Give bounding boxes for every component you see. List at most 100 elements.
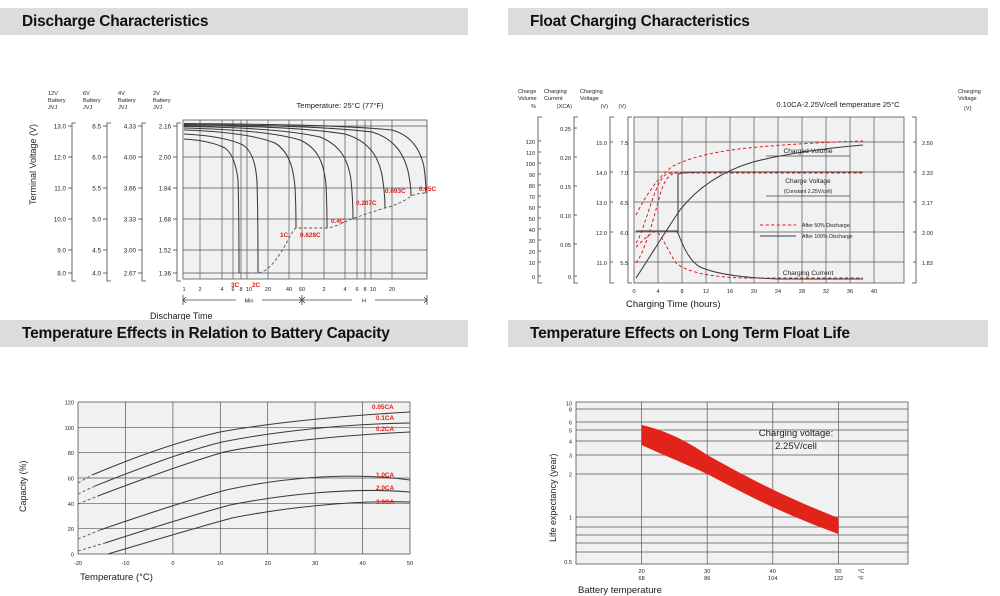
- panel-title-discharge: Discharge Characteristics: [22, 12, 209, 30]
- label-constant-2v25: (Constant 2.25V/cell): [784, 189, 833, 195]
- xtick-h-3: 8: [363, 287, 366, 293]
- yt-life-7: 1: [569, 516, 572, 522]
- yt-cell-0: 7.5: [620, 141, 628, 147]
- hdr-right-axis-l1: Charging: [958, 89, 981, 95]
- ytick-6v-1: 6.0: [92, 155, 101, 162]
- hdr-charge-volume-l1: Charge: [518, 89, 536, 95]
- charging-voltage-annotation-l1: Charging voltage:: [759, 428, 833, 439]
- yt-cap-2: 80: [68, 451, 74, 457]
- yt-cell-1: 7.0: [620, 171, 628, 177]
- ytick-2v-5: 1.36: [159, 271, 172, 278]
- yt-right-2: 2.17: [922, 201, 933, 207]
- x-axis-temp-capacity: -20 -10 0 10 20 30 40 50: [74, 561, 413, 567]
- yt-life-4: 4: [569, 440, 572, 446]
- hdr-charging-voltage-l1: Charging: [580, 89, 603, 95]
- label-charge-voltage: Charge Voltage: [785, 178, 831, 185]
- yt-cvo-1: 14.0: [596, 171, 607, 177]
- xt-life-c-3: 50: [835, 569, 841, 575]
- y-axis-header-2v-l2: Battery: [153, 98, 171, 104]
- xtick-min-5: 10: [246, 287, 252, 293]
- x-axis-title-temp-capacity: Temperature (°C): [80, 572, 153, 583]
- hdr-charging-voltage-l2: Voltage: [580, 96, 599, 102]
- xt-f-4: 16: [727, 289, 733, 295]
- ytick-12v-3: 10.0: [54, 217, 67, 224]
- xtick-min-4: 8: [239, 287, 242, 293]
- xtick-h-1: 4: [343, 287, 346, 293]
- chart-discharge: 12V Battery JVJ 6V Battery JVJ 4V Batter…: [0, 35, 468, 321]
- y-axis-header-2v-l3: JVJ: [153, 105, 163, 111]
- xrange-label-min: Min: [244, 299, 253, 305]
- hdr-charging-voltage-unit: (V): [601, 104, 609, 110]
- curve-20ca: [104, 489, 411, 544]
- curve-04c: [183, 125, 354, 220]
- curve-005ca: [91, 411, 411, 476]
- xtick-min-2: 4: [220, 287, 223, 293]
- x-unit-celsius: °C: [858, 569, 864, 575]
- yt-cv-9: 30: [529, 239, 535, 245]
- grid-discharge: [183, 120, 427, 279]
- scale-brackets-float: [537, 116, 917, 284]
- hdr-charging-current-unit: (XCA): [557, 104, 572, 110]
- ytick-6v-4: 4.5: [92, 248, 101, 255]
- yt-cc-0: 0.25: [560, 127, 571, 133]
- ytick-group-charge-volume: 120 110 100 90 80 70 60 50 40 30 20 10 0: [526, 140, 541, 281]
- xt-f-1: 4: [656, 289, 659, 295]
- panel-title-temp-capacity: Temperature Effects in Relation to Batte…: [22, 324, 390, 342]
- curve-label-005c: 0.05C: [419, 186, 436, 193]
- xt-cap-6: 40: [359, 561, 365, 567]
- yt-life-2: 6: [569, 421, 572, 427]
- yt-cv-11: 10: [529, 261, 535, 267]
- hdr-charge-volume-l2: Volume: [518, 96, 537, 102]
- y-axis-header-6v-l3: JVJ: [83, 105, 93, 111]
- ytick-2v-0: 2.16: [159, 124, 172, 131]
- curve-10ca-dashed: [77, 529, 101, 540]
- yt-right-1: 2.33: [922, 171, 933, 177]
- ytick-12v-5: 8.0: [57, 271, 66, 278]
- curve-10ca: [99, 475, 411, 531]
- yt-cap-3: 60: [68, 477, 74, 483]
- xrange-label-h: H: [362, 299, 366, 305]
- ytick-group-charging-voltage: 15.0 14.0 13.0 12.0 11.0: [596, 141, 613, 267]
- hdr-right-axis-l2: Voltage: [958, 96, 977, 102]
- hdr-charging-current-l2: Current: [544, 96, 563, 102]
- curve-30ca: [107, 501, 411, 555]
- panel-title-float-life: Temperature Effects on Long Term Float L…: [530, 324, 850, 342]
- yt-cv-6: 60: [529, 206, 535, 212]
- panel-temp-capacity: Temperature Effects in Relation to Batte…: [0, 320, 468, 583]
- curve-label-0207c: 0.207C: [356, 200, 377, 207]
- yt-cv-10: 20: [529, 250, 535, 256]
- ytick-group-cell-voltage: 7.5 7.0 6.5 6.0 5.5: [620, 141, 628, 267]
- yt-right-3: 2.00: [922, 231, 933, 237]
- xtick-min-0: 1: [182, 287, 185, 293]
- series-label-01ca: 0.1CA: [376, 415, 394, 422]
- yt-cap-1: 100: [65, 426, 74, 432]
- scale-brackets-discharge: 13.0 12.0 11.0 10.0 9.0 8.0 6.5 6.0 5.5 …: [54, 122, 181, 282]
- curve-0207c: [183, 124, 386, 209]
- y-axis-headers-discharge: 12V Battery JVJ 6V Battery JVJ 4V Batter…: [48, 91, 171, 111]
- xtick-min-6: 20: [265, 287, 271, 293]
- ytick-4v-5: 2.67: [124, 271, 137, 278]
- xt-cap-1: -10: [121, 561, 129, 567]
- yt-cell-2: 6.5: [620, 201, 628, 207]
- panel-header-temp-capacity: Temperature Effects in Relation to Batte…: [0, 320, 468, 347]
- yt-cc-4: 0.05: [560, 243, 571, 249]
- y-axis-header-6v-l2: Battery: [83, 98, 101, 104]
- y-axis-header-4v-l2: Battery: [118, 98, 136, 104]
- xt-life-f-0: 68: [638, 576, 644, 582]
- y-axis-header-12v-l2: Battery: [48, 98, 66, 104]
- range-bars-discharge: [182, 295, 428, 305]
- hdr-cellvoltage-unit: (V): [619, 104, 627, 110]
- curve-label-0628c: 0.628C: [300, 232, 321, 239]
- legend-float: After 50% Discharge After 100% Discharge: [760, 223, 853, 240]
- curve-label-1c: 1C: [280, 232, 289, 239]
- yt-life-0: 10: [566, 402, 572, 408]
- panel-float-charging: Float Charging Characteristics Charge Vo…: [508, 8, 988, 310]
- yt-life-6: 2: [569, 473, 572, 479]
- yt-cell-3: 6.0: [620, 231, 628, 237]
- xt-cap-0: -20: [74, 561, 82, 567]
- ytick-group-charging-current: 0.25 0.20 0.15 0.10 0.05 0: [560, 127, 577, 281]
- xtick-h-2: 6: [355, 287, 358, 293]
- xt-f-8: 32: [823, 289, 829, 295]
- yt-cc-3: 0.10: [560, 214, 571, 220]
- yt-cvo-2: 13.0: [596, 201, 607, 207]
